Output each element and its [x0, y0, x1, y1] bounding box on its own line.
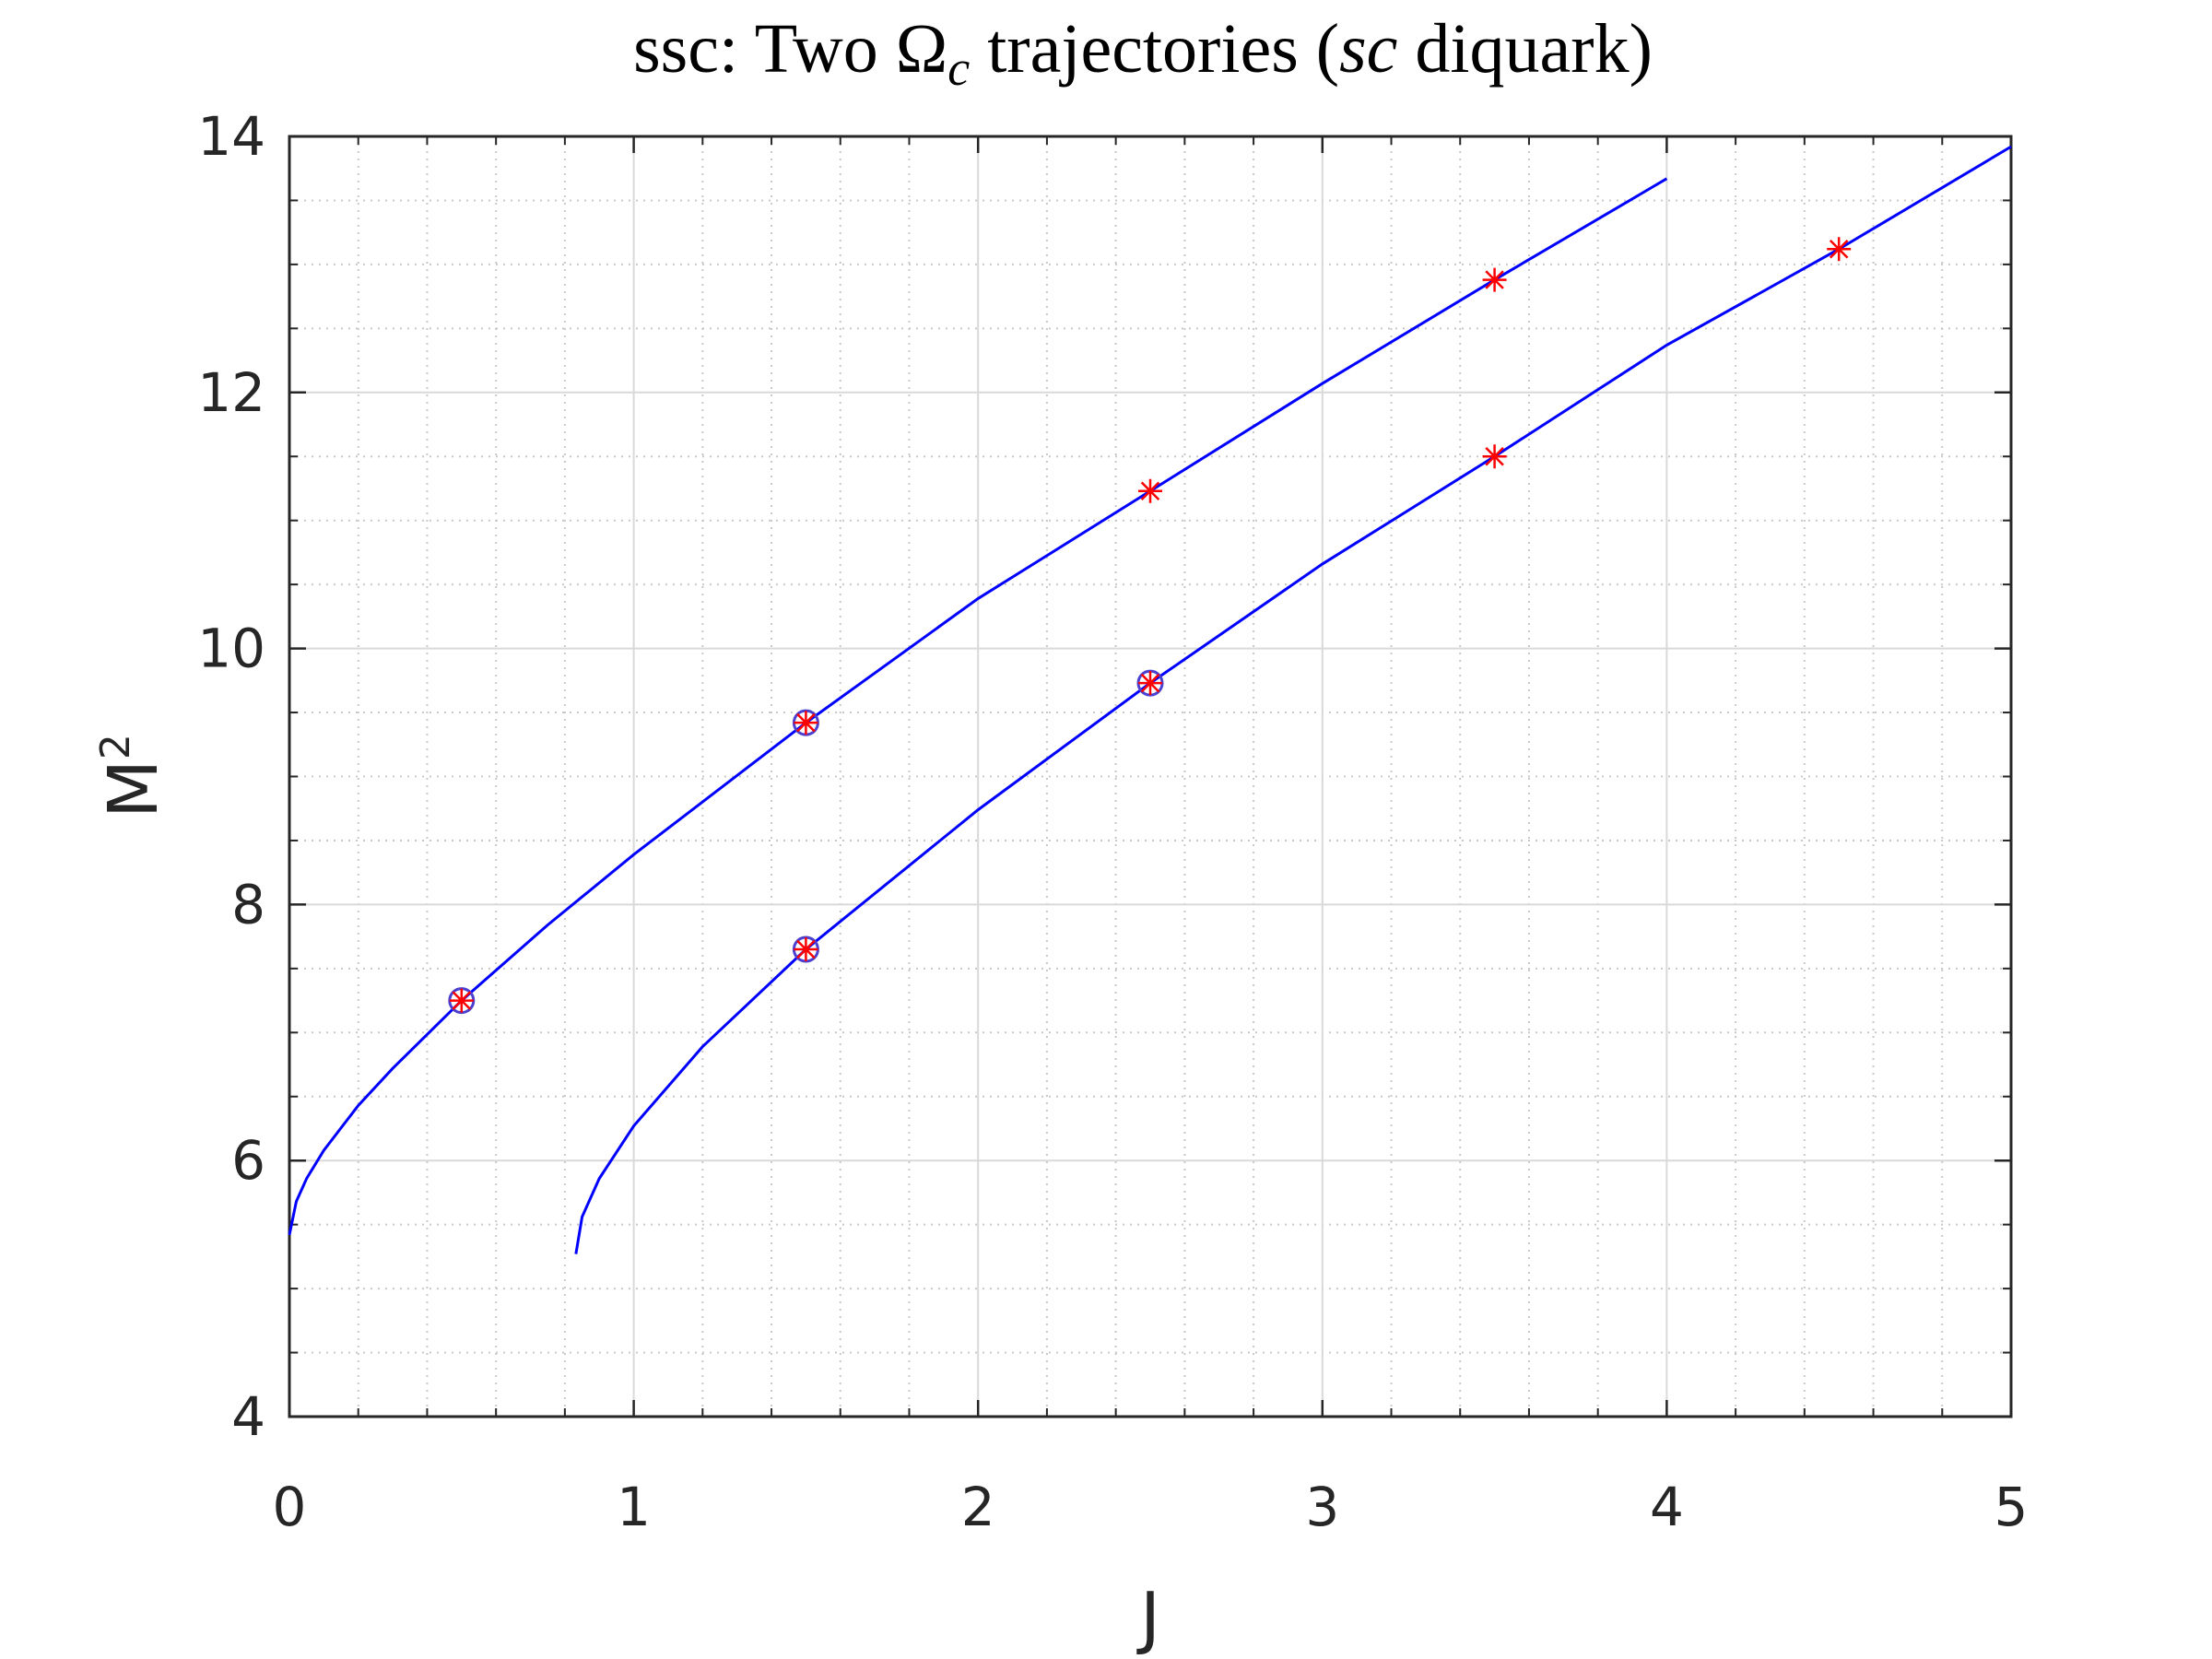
y-tick-label: 4 — [231, 1385, 265, 1448]
y-label-part: M — [94, 759, 173, 818]
x-tick-label: 3 — [1305, 1476, 1339, 1538]
y-tick-label: 8 — [231, 873, 265, 935]
star-marker — [794, 937, 818, 962]
star-marker — [1138, 478, 1162, 503]
star-marker — [794, 711, 818, 735]
x-tick-label: 2 — [961, 1476, 995, 1538]
x-tick-label: 4 — [1650, 1476, 1684, 1538]
star-marker — [1827, 237, 1852, 262]
star-marker — [1482, 444, 1507, 469]
y-axis-label: M2 — [92, 734, 173, 818]
title-part: sc — [1339, 10, 1397, 88]
x-tick-label: 5 — [1994, 1476, 2029, 1538]
y-label-superscript: 2 — [92, 734, 139, 759]
star-marker — [449, 988, 474, 1013]
title-subscript: c — [947, 41, 970, 96]
plot-frame — [288, 135, 2013, 1418]
x-tick-label: 1 — [617, 1476, 651, 1538]
y-tick-label: 12 — [197, 361, 265, 424]
title-part: ssc: Two Ω — [633, 10, 947, 88]
trajectory-line — [288, 177, 1668, 1236]
title-part: diquark) — [1397, 10, 1652, 88]
star-marker — [1482, 267, 1507, 292]
y-tick-label: 14 — [197, 105, 265, 168]
y-tick-label: 10 — [197, 618, 265, 680]
star-marker — [1138, 671, 1162, 696]
title-part: trajectories ( — [970, 10, 1339, 88]
y-tick-label: 6 — [231, 1129, 265, 1192]
x-axis-label: J — [1136, 1578, 1160, 1657]
chart-title: ssc: Two Ωc trajectories (sc diquark) — [633, 10, 1653, 96]
trajectory-line — [574, 145, 2012, 1254]
x-tick-label: 0 — [273, 1476, 307, 1538]
